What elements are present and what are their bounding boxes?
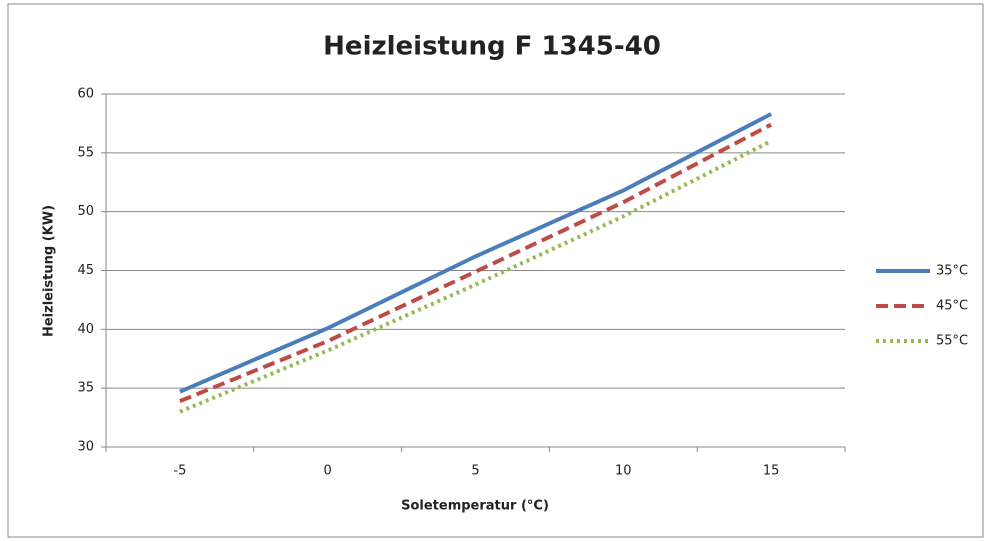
legend-label: 35°C: [936, 264, 968, 279]
y-tick-label: 35: [77, 381, 94, 396]
y-axis-label: Heizleistung (KW): [42, 205, 57, 337]
y-tick-label: 60: [77, 87, 94, 102]
chart-title: Heizleistung F 1345-40: [323, 32, 661, 62]
y-tick-label: 30: [77, 440, 94, 455]
x-tick-label: -5: [173, 464, 186, 479]
y-tick-label: 40: [77, 322, 94, 337]
legend-label: 55°C: [936, 334, 968, 349]
y-tick-label: 50: [77, 204, 94, 219]
series-line: [179, 112, 773, 394]
series-line: [179, 139, 773, 414]
y-tick-label: 45: [77, 263, 94, 278]
x-axis-label: Soletemperatur (°C): [401, 499, 549, 514]
y-tick-label: 55: [77, 145, 94, 160]
series-line: [179, 122, 773, 403]
x-tick-label: 5: [471, 464, 479, 479]
x-tick-label: 0: [324, 464, 332, 479]
x-tick-label: 10: [615, 464, 632, 479]
x-tick-label: 15: [763, 464, 780, 479]
legend-label: 45°C: [936, 299, 968, 314]
